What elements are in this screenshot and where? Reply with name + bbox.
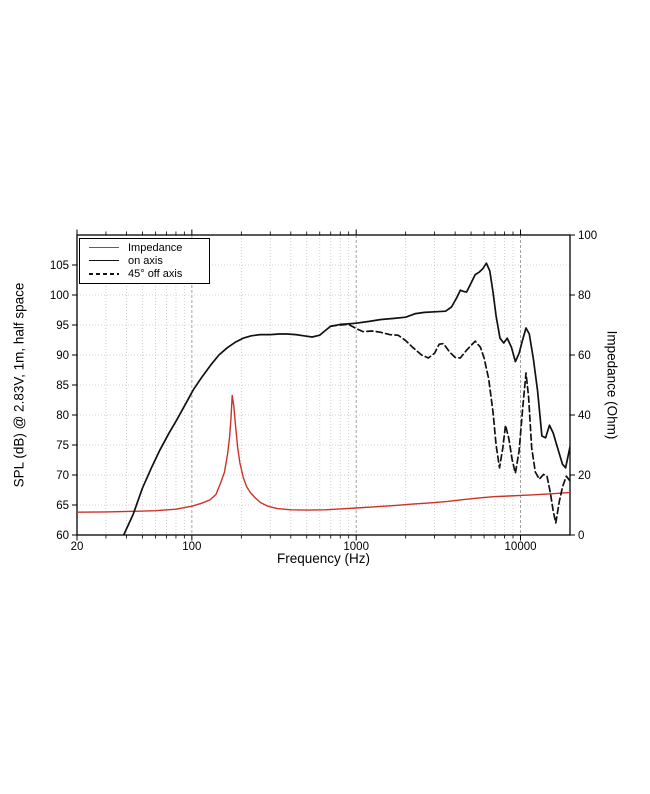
y-right-tick-label: 40	[578, 410, 591, 422]
legend: Impedance on axis 45° off axis	[79, 238, 210, 284]
y-right-tick-label: 80	[578, 290, 591, 302]
off-axis-line-sample	[89, 273, 119, 276]
y-right-tick-label: 100	[578, 230, 597, 242]
curve-on-axis	[122, 262, 570, 535]
curve-45-off-axis	[329, 323, 570, 524]
y-left-tick-label: 100	[50, 290, 69, 302]
legend-label-on-axis: on axis	[128, 254, 163, 267]
legend-label-impedance: Impedance	[128, 241, 183, 254]
x-tick-label: 1000	[343, 541, 369, 553]
legend-label-off-axis: 45° off axis	[128, 268, 183, 281]
y-left-tick-label: 85	[56, 380, 69, 392]
x-tick-label: 20	[71, 541, 84, 553]
curve-impedance	[77, 394, 570, 513]
y-left-tick-label: 95	[56, 320, 69, 332]
x-axis-title: Frequency (Hz)	[276, 551, 371, 566]
y-left-tick-label: 90	[56, 350, 69, 362]
y-left-tick-label: 75	[56, 440, 69, 452]
legend-item-on-axis: on axis	[80, 254, 209, 267]
y-left-tick-label: 65	[56, 500, 69, 512]
y-left-tick-label: 60	[56, 530, 69, 542]
y-axis-title-spl: SPL (dB) @ 2.83V, 1m, half space	[11, 282, 27, 488]
legend-item-off-axis: 45° off axis	[80, 268, 209, 281]
y-left-tick-label: 80	[56, 410, 69, 422]
plot-frame	[76, 234, 571, 536]
y-left-tick-label: 70	[56, 470, 69, 482]
x-tick-label: 10000	[505, 541, 537, 553]
on-axis-line-sample	[89, 260, 119, 262]
y-axis-title-impedance: Impedance (Ohm)	[604, 330, 620, 440]
x-tick-label: 100	[182, 541, 201, 553]
y-right-tick-label: 20	[578, 470, 591, 482]
y-left-tick-label: 105	[50, 260, 69, 272]
y-right-tick-label: 60	[578, 350, 591, 362]
impedance-line-sample	[89, 247, 119, 249]
y-right-tick-label: 0	[578, 530, 584, 542]
legend-item-impedance: Impedance	[80, 241, 209, 254]
